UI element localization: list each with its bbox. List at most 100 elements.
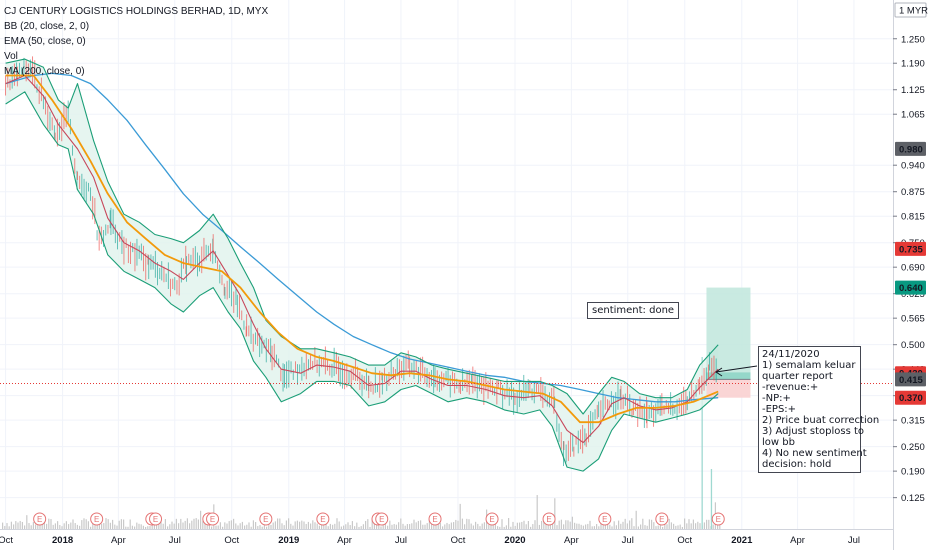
volume-bar — [552, 524, 554, 529]
x-tick-label: Oct — [224, 535, 239, 546]
volume-bar — [409, 524, 411, 529]
chart-legend: CJ CENTURY LOGISTICS HOLDINGS BERHAD, 1D… — [4, 4, 268, 79]
earnings-marker[interactable]: E — [316, 512, 330, 526]
earnings-marker[interactable]: E — [33, 512, 47, 526]
earnings-marker[interactable]: E — [711, 512, 725, 526]
price-label-red[interactable]: 0.735 — [895, 241, 926, 256]
price-label-gray[interactable]: 0.980 — [895, 141, 926, 156]
earnings-marker[interactable]: E — [655, 512, 669, 526]
volume-bar — [582, 525, 584, 529]
earnings-marker[interactable]: E — [259, 512, 273, 526]
volume-bar — [21, 521, 23, 529]
x-tick-label: Oct — [451, 535, 466, 546]
earnings-marker[interactable]: E — [375, 512, 389, 526]
price-axis[interactable]: 1.2501.1901.1251.0650.9400.8750.8150.750… — [893, 2, 928, 504]
volume-bar — [373, 520, 375, 529]
volume-bar — [400, 518, 402, 529]
volume-bar — [160, 521, 162, 529]
earnings-label: E — [320, 515, 325, 524]
volume-bar — [455, 519, 457, 529]
volume-bar — [624, 518, 626, 529]
ema-50-line — [5, 74, 719, 424]
volume-bar — [369, 526, 371, 529]
volume-bar — [279, 518, 281, 529]
time-axis[interactable]: Oct 2018 Apr Jul Oct 2019 Apr Jul Oct 2020 Apr Jul O… — [0, 535, 860, 546]
y-tick-label: 0.940 — [901, 161, 925, 172]
earnings-label: E — [153, 515, 158, 524]
bollinger-band-area — [5, 59, 719, 472]
volume-bar — [125, 526, 127, 529]
bb-basis-line — [5, 74, 719, 444]
earnings-marker[interactable]: E — [206, 512, 220, 526]
price-label-currency[interactable]: 1 MYR — [894, 2, 928, 18]
volume-bar — [68, 524, 70, 529]
volume-bar — [197, 519, 199, 529]
volume-bar — [637, 526, 639, 529]
volume-bar — [283, 525, 285, 529]
volume-bar — [250, 526, 252, 529]
volume-bar — [35, 524, 37, 529]
volume-bar — [646, 525, 648, 529]
legend-vol[interactable]: Vol — [4, 51, 18, 62]
earnings-marker[interactable]: E — [542, 512, 556, 526]
long-position-tool[interactable] — [706, 287, 751, 398]
legend-bb[interactable]: BB (20, close, 2, 0) — [4, 21, 90, 32]
volume-bar — [596, 524, 598, 529]
earnings-label: E — [263, 515, 268, 524]
y-tick-label: 0.315 — [901, 416, 925, 427]
price-label-red[interactable]: 0.370 — [895, 390, 926, 405]
volume-bar — [699, 523, 701, 529]
price-label-teal[interactable]: 0.640 — [895, 280, 926, 295]
earnings-marker[interactable]: E — [485, 512, 499, 526]
volume-bar — [677, 525, 679, 529]
price-label-box — [895, 390, 926, 405]
volume-bar — [8, 526, 10, 529]
volume-bar — [332, 524, 334, 529]
volume-bar — [620, 523, 622, 529]
volume-bar — [514, 525, 516, 529]
volume-bar — [244, 525, 246, 529]
volume-bar — [167, 526, 169, 529]
earnings-marker[interactable]: E — [428, 512, 442, 526]
earnings-label: E — [94, 515, 99, 524]
note-line: 4) No new sentiment — [762, 448, 867, 459]
earnings-marker[interactable]: E — [90, 512, 104, 526]
volume-bar — [129, 519, 131, 529]
volume-bar — [629, 520, 631, 529]
price-label-text: 0.415 — [899, 375, 923, 386]
volume-bar — [356, 522, 358, 529]
volume-bar — [433, 524, 435, 529]
volume-bar — [697, 521, 699, 529]
sentiment-note[interactable]: sentiment: done — [587, 302, 680, 319]
volume-bar — [439, 522, 441, 529]
volume-bar — [211, 526, 213, 529]
volume-bar — [109, 522, 111, 529]
volume-bar — [226, 523, 228, 529]
volume-bar — [343, 525, 345, 529]
volume-bar — [252, 520, 254, 529]
legend-ema[interactable]: EMA (50, close, 0) — [4, 36, 86, 47]
volume-bar — [270, 524, 272, 529]
volume-bar — [24, 525, 26, 529]
price-label-box — [895, 280, 926, 295]
volume-bar — [92, 523, 94, 529]
x-tick-label: Jul — [169, 535, 181, 546]
x-tick-label: Apr — [111, 535, 126, 546]
earnings-marker[interactable]: E — [598, 512, 612, 526]
price-label-gray[interactable]: 0.415 — [895, 372, 926, 387]
volume-bar — [402, 523, 404, 529]
earnings-label: E — [379, 515, 384, 524]
legend-ma[interactable]: MA (200, close, 0) — [4, 66, 85, 77]
earnings-marker[interactable]: E — [149, 512, 163, 526]
volume-bar — [362, 524, 364, 529]
trade-note[interactable]: 24/11/2020 1) semalam keluar quarter repor… — [758, 346, 879, 473]
earnings-label: E — [37, 515, 42, 524]
volume-bar — [472, 525, 474, 529]
volume-bar — [585, 524, 587, 529]
x-tick-label: Jul — [622, 535, 634, 546]
symbol-title[interactable]: CJ CENTURY LOGISTICS HOLDINGS BERHAD, 1D… — [4, 6, 269, 17]
volume-bar — [532, 524, 534, 529]
earnings-circle — [206, 512, 220, 526]
volume-bar — [712, 524, 714, 529]
